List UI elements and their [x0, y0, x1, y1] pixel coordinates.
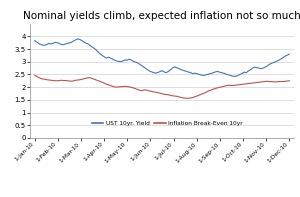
Legend: UST 10yr. Yield, Inflation Break-Even 10yr: UST 10yr. Yield, Inflation Break-Even 10… [89, 118, 245, 128]
Title: Nominal yields climb, expected inflation not so much: Nominal yields climb, expected inflation… [23, 11, 300, 21]
